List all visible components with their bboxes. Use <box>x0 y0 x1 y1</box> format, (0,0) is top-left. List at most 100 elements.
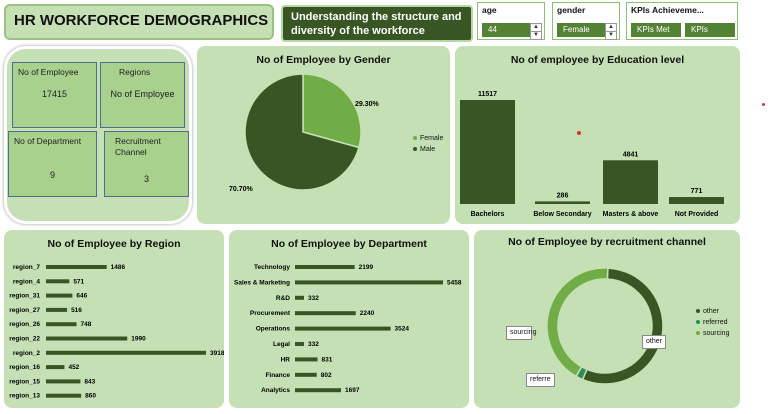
legend-item-other: other <box>696 306 729 317</box>
region-chart-title: No of Employee by Region <box>47 238 181 250</box>
gender-slicer-title: gender <box>557 5 586 15</box>
kpi-card-departments: No of Department 9 <box>8 131 97 197</box>
bar-category-0: Technology <box>254 264 290 271</box>
kpi-value: 17415 <box>41 89 68 99</box>
gender-pie-chart: 29.30% 70.70% <box>229 73 380 193</box>
gender-slicer[interactable]: gender Female ▲ ▼ <box>552 2 620 40</box>
bar-1 <box>46 279 70 284</box>
bar-3 <box>295 311 356 316</box>
bar-category-7: region_16 <box>9 364 40 371</box>
bar-value-6: 831 <box>322 356 333 363</box>
bar-value-8: 843 <box>84 378 95 385</box>
bar-7 <box>46 365 65 370</box>
bar-category-2: Masters & above <box>603 211 659 218</box>
bar-value-4: 3524 <box>395 326 410 333</box>
kpi-label: Recruitment Channel <box>115 136 161 157</box>
callout-other: other <box>642 335 666 349</box>
kpi-value: 9 <box>49 170 55 180</box>
bar-value-2: 4841 <box>623 151 639 158</box>
scroll-down-icon[interactable]: ▼ <box>530 31 542 40</box>
bar-value-4: 748 <box>81 321 92 328</box>
kpi-slicer-item-not[interactable]: KPIs Not... <box>685 23 735 48</box>
dashboard-title-box: HR WORKFORCE DEMOGRAPHICS <box>4 4 274 40</box>
bar-6 <box>46 350 206 355</box>
kpi-label: Regions <box>119 67 151 77</box>
kpi-card-recruitment: Recruitment Channel 3 <box>104 131 189 197</box>
bar-value-0: 1486 <box>111 264 126 271</box>
age-slicer-value[interactable]: 44 <box>482 23 534 37</box>
bar-category-9: region_13 <box>9 393 40 400</box>
marker-dot <box>762 103 765 106</box>
bar-category-6: HR <box>281 356 291 363</box>
pie-label-male: 70.70% <box>229 186 254 193</box>
region-bar-chart: region_7 1486 region_4 571 region_31 646 regio… <box>9 264 224 400</box>
bar-value-3: 2240 <box>360 310 375 317</box>
bar-1 <box>535 201 590 204</box>
bar-0 <box>46 265 107 269</box>
bar-9 <box>46 393 82 398</box>
pie-slice-female <box>302 73 362 149</box>
bar-category-2: R&D <box>276 295 290 302</box>
bar-category-8: Analytics <box>261 387 290 394</box>
legend-item-referred: referred <box>696 317 729 328</box>
bar-category-3: region_27 <box>9 307 40 314</box>
bar-4 <box>46 322 77 327</box>
gender-slicer-value[interactable]: Female <box>557 23 605 37</box>
kpi-card-employees: No of Employee 17415 <box>12 62 97 128</box>
bar-6 <box>295 357 318 362</box>
recruitment-chart-panel: No of Employee by recruitment channel ot… <box>474 230 740 408</box>
kpi-label: No of Department <box>14 136 82 146</box>
bar-8 <box>46 379 81 384</box>
gender-legend: Female Male <box>413 133 443 155</box>
bar-4 <box>295 326 391 331</box>
bar-category-4: region_26 <box>9 321 40 328</box>
bar-0 <box>460 100 515 204</box>
donut-slice-sourcing <box>546 267 609 378</box>
recruitment-chart-title: No of Employee by recruitment channel <box>508 236 706 248</box>
bar-2 <box>295 295 305 300</box>
department-bar-chart: Technology 2199 Sales & Marketing 5458 R&D 33… <box>234 264 462 394</box>
gender-chart-title: No of Employee by Gender <box>256 54 391 66</box>
age-slicer-title: age <box>482 5 497 15</box>
kpi-value: No of Employee <box>110 89 175 99</box>
bar-category-0: region_7 <box>13 264 40 271</box>
recruitment-legend: other referred sourcing <box>696 306 729 339</box>
pie-slice-male <box>244 73 360 191</box>
bar-category-5: region_22 <box>9 336 40 343</box>
marker-dot <box>577 131 581 135</box>
bar-category-0: Bachelors <box>471 211 505 218</box>
bar-category-1: Sales & Marketing <box>234 279 290 286</box>
callout-referred: referre <box>526 373 555 387</box>
kpi-slicer[interactable]: KPIs Achieveme... KPIs Met KPIs Not... <box>626 2 738 48</box>
bar-category-1: region_4 <box>13 278 40 285</box>
bar-category-7: Finance <box>265 372 290 379</box>
bar-value-0: 2199 <box>359 264 374 271</box>
bar-8 <box>295 388 342 393</box>
donut-slice-other <box>581 267 664 385</box>
bar-5 <box>46 336 128 341</box>
bar-value-6: 3918 <box>210 350 224 357</box>
bar-category-1: Below Secondary <box>533 211 591 218</box>
legend-item-female: Female <box>413 133 443 144</box>
bar-0 <box>295 265 355 269</box>
bar-value-3: 516 <box>71 307 82 314</box>
scroll-down-icon[interactable]: ▼ <box>605 31 617 40</box>
bar-value-8: 1697 <box>345 387 360 394</box>
department-chart-panel: No of Employee by Department Technology 2… <box>229 230 469 408</box>
callout-sourcing: sourcing <box>506 326 536 340</box>
bar-1 <box>295 280 443 285</box>
kpi-label: No of Employee <box>18 67 79 77</box>
legend-item-sourcing: sourcing <box>696 328 729 339</box>
age-slicer[interactable]: age 44 ▲ ▼ <box>477 2 545 40</box>
education-bar-chart: 11517 Bachelors 286 Below Secondary 4841 Mast… <box>460 91 724 218</box>
bar-value-9: 860 <box>85 393 96 400</box>
education-chart-title: No of employee by Education level <box>510 54 685 66</box>
bar-2 <box>46 293 73 298</box>
kpi-card-group: No of Employee 17415 Regions No of Emplo… <box>4 46 192 224</box>
bar-category-2: region_31 <box>9 293 40 300</box>
legend-item-male: Male <box>413 144 443 155</box>
kpi-slicer-item-met[interactable]: KPIs Met <box>631 23 681 37</box>
bar-value-1: 571 <box>73 278 84 285</box>
gender-chart-panel: No of Employee by Gender 29.30% 70.70% Fe… <box>197 46 450 224</box>
bar-value-2: 332 <box>308 295 319 302</box>
